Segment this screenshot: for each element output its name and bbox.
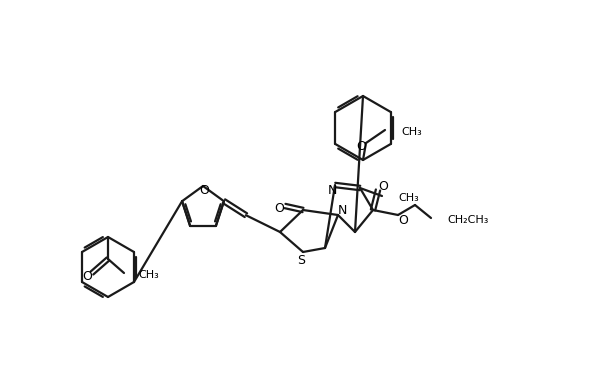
Text: O: O (199, 185, 209, 197)
Text: CH₂CH₃: CH₂CH₃ (447, 215, 489, 225)
Text: O: O (82, 270, 92, 283)
Text: O: O (274, 201, 284, 214)
Text: O: O (398, 214, 408, 228)
Text: S: S (297, 254, 305, 268)
Text: O: O (356, 139, 366, 153)
Text: O: O (378, 181, 388, 193)
Text: CH₃: CH₃ (398, 193, 419, 203)
Text: N: N (327, 184, 337, 196)
Text: CH₃: CH₃ (401, 127, 422, 137)
Text: CH₃: CH₃ (138, 270, 159, 280)
Text: N: N (337, 204, 347, 218)
